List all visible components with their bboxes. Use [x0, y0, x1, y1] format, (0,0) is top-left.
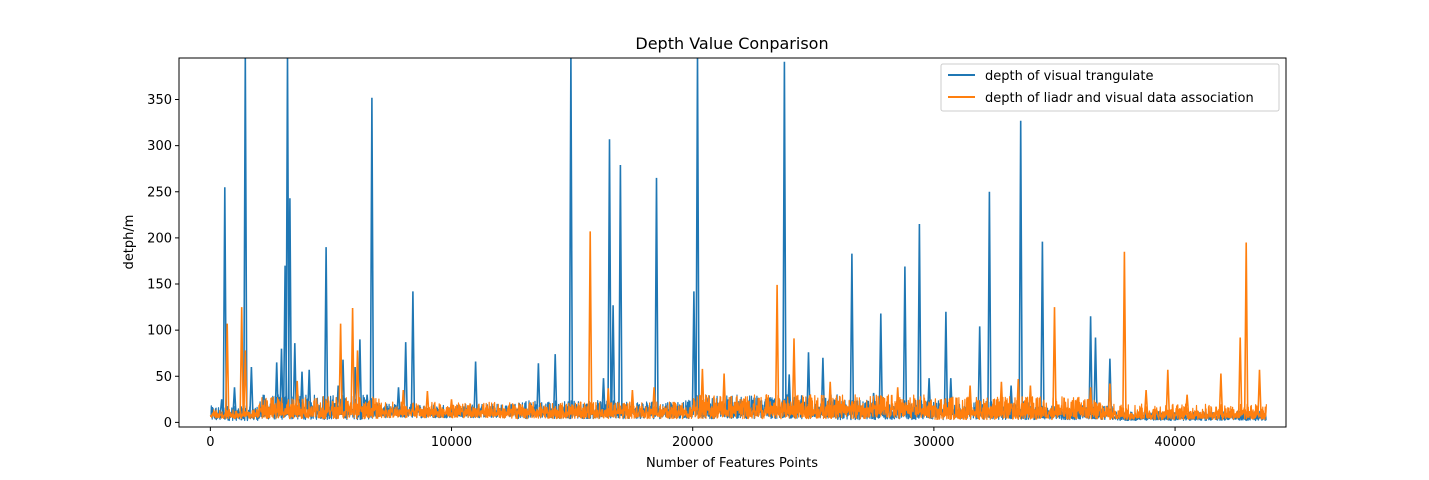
legend: depth of visual trangulate depth of liad… — [940, 63, 1280, 112]
series-1-spike — [350, 307, 355, 416]
y-axis-label: detph/m — [122, 215, 137, 270]
series-0-spike — [323, 247, 329, 416]
y-tick-label: 100 — [147, 324, 172, 339]
y-tick-label: 0 — [164, 416, 172, 431]
series-1-spike — [355, 350, 360, 416]
series-1-spike — [401, 390, 406, 416]
series-1-spike — [243, 350, 248, 416]
x-tick-label: 30000 — [913, 435, 954, 450]
x-tick-label: 10000 — [431, 435, 472, 450]
series-1-spike — [1257, 369, 1262, 416]
series-1-spike — [1088, 387, 1093, 416]
series-1-spike — [1052, 307, 1057, 416]
series-1-spike — [606, 388, 611, 416]
x-tick-label: 0 — [206, 435, 214, 450]
series-0-spike — [243, 58, 248, 416]
series-0-spike — [410, 291, 416, 416]
series-0-spike — [977, 326, 982, 416]
series-0-spike — [552, 354, 558, 416]
y-tick-label: 150 — [147, 278, 172, 293]
series-1-spike — [1122, 251, 1127, 416]
series-0-spike — [396, 387, 401, 416]
series-0-spike — [473, 361, 478, 416]
series-1-spike — [1107, 383, 1113, 416]
y-tick-label: 250 — [147, 185, 172, 200]
series-0-spike — [943, 311, 949, 416]
series-0-spike — [536, 363, 541, 416]
series-1-spike — [1016, 378, 1021, 416]
series-1-spike — [895, 387, 900, 416]
series-1-spike — [1237, 337, 1243, 416]
series-1-spike — [587, 231, 593, 416]
series-1-spike — [630, 390, 635, 416]
series-0-spike — [287, 198, 293, 416]
series-1-spike — [774, 284, 780, 416]
series-0-spike — [1088, 316, 1093, 416]
series-0-spike — [987, 191, 992, 416]
series-0-spike — [1018, 120, 1023, 416]
series-0-spike — [1093, 337, 1098, 416]
series-0-spike — [249, 366, 254, 416]
series-1-spike — [827, 381, 833, 416]
series-0-spike — [306, 369, 312, 416]
series-0-spike — [917, 223, 922, 416]
chart-title: Depth Value Conparison — [635, 34, 828, 53]
series-1-spike — [700, 368, 705, 416]
series-0-spike — [691, 291, 697, 416]
y-axis-ticks: 0 50 100 150 200 250 300 350 — [147, 93, 179, 431]
series-0-spike — [610, 305, 616, 416]
x-axis-ticks: 0 10000 20000 30000 40000 — [206, 427, 1196, 450]
legend-box — [940, 63, 1280, 112]
y-tick-label: 300 — [147, 139, 172, 154]
series-0-spike — [279, 348, 284, 416]
series-1-baseline — [209, 394, 1267, 421]
series-0-spike — [878, 313, 884, 416]
series-1-spike — [999, 381, 1004, 416]
plot-frame — [178, 57, 1287, 428]
series-0-spike — [601, 378, 606, 416]
series-1-spike — [239, 307, 244, 416]
series-0-spike — [222, 187, 228, 416]
series-0-spike — [782, 61, 787, 416]
series-0-spike — [568, 58, 574, 416]
series-1-spike — [967, 385, 973, 416]
series-1-spike — [224, 323, 230, 416]
series-1-spike — [449, 399, 454, 416]
series-1-spike — [1165, 369, 1171, 416]
series-1-spike — [1218, 373, 1224, 416]
series-1-spike — [651, 387, 657, 416]
series-0-spike — [849, 253, 855, 416]
series-1-spike — [791, 338, 797, 416]
legend-label-lidar-visual-association: depth of liadr and visual data associati… — [985, 91, 1254, 106]
series-1-spike — [425, 390, 430, 416]
series-1-spike — [1143, 390, 1149, 416]
series-0-spike — [232, 387, 237, 416]
legend-label-visual-trangulate: depth of visual trangulate — [985, 69, 1153, 84]
series-0-spike — [654, 177, 659, 416]
x-axis-label: Number of Features Points — [646, 456, 818, 471]
x-tick-label: 40000 — [1154, 435, 1195, 450]
series-0-spike — [695, 58, 700, 416]
series-1-spike — [721, 373, 727, 416]
series-0-spike — [369, 97, 375, 416]
series-1-spike — [1243, 242, 1249, 416]
series-0-spike — [902, 266, 908, 416]
y-tick-label: 200 — [147, 231, 172, 246]
y-tick-label: 350 — [147, 93, 172, 108]
series-1-spike — [338, 323, 343, 416]
series-0-spike — [403, 342, 408, 416]
series-0-spike — [618, 164, 623, 416]
series-1-spike — [1028, 385, 1033, 416]
x-tick-label: 20000 — [672, 435, 713, 450]
series-1-spike — [294, 380, 300, 416]
series-0-spike — [806, 352, 811, 416]
series-0-spike — [607, 139, 612, 416]
series-1-spike — [1184, 394, 1190, 416]
series-layer — [209, 58, 1267, 422]
series-0-spike — [292, 343, 298, 416]
series-0-spike — [1040, 241, 1045, 416]
y-tick-label: 50 — [155, 370, 172, 385]
